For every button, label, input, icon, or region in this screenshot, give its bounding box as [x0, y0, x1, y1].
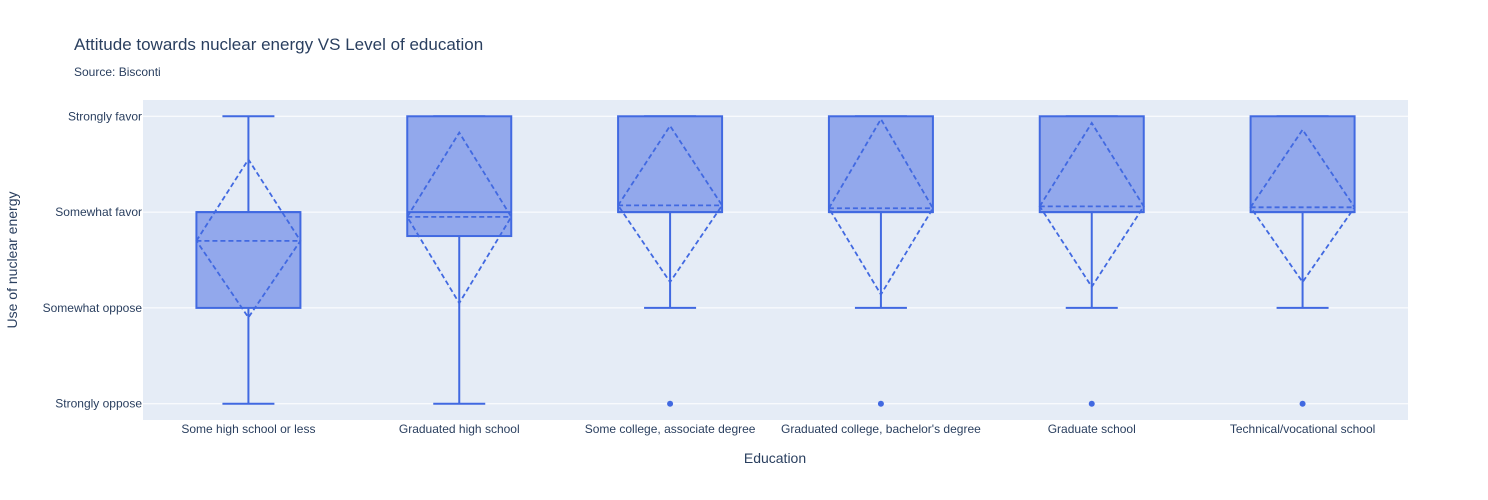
plot-area: [143, 100, 1408, 420]
outlier-point: [1088, 400, 1095, 407]
box-group: [617, 115, 724, 407]
box-iqr: [1038, 115, 1145, 214]
x-tick-label: Graduated high school: [399, 422, 520, 436]
y-tick-label: Strongly oppose: [55, 397, 142, 411]
y-axis-title: Use of nuclear energy: [4, 192, 20, 329]
sd-diamond: [195, 157, 302, 320]
sd-diamond: [1249, 128, 1356, 284]
sd-diamond: [1038, 121, 1145, 289]
x-tick-label: Some college, associate degree: [585, 422, 756, 436]
chart-title: Attitude towards nuclear energy VS Level…: [74, 35, 483, 54]
x-axis-ticks: Some high school or less Graduated high s…: [181, 422, 1375, 436]
y-axis-ticks: Strongly oppose Somewhat oppose Somewhat f…: [43, 109, 143, 410]
box-group: [1038, 115, 1145, 407]
box-group: [406, 115, 513, 405]
outlier-point: [667, 400, 674, 407]
y-tick-label: Strongly favor: [68, 109, 142, 123]
box-group: [195, 115, 302, 405]
y-tick-label: Somewhat favor: [55, 205, 142, 219]
box-iqr: [617, 115, 724, 214]
sd-diamond: [617, 124, 724, 284]
x-axis-title: Education: [744, 450, 806, 466]
box-group: [1249, 115, 1356, 407]
x-tick-label: Graduated college, bachelor's degree: [781, 422, 981, 436]
y-tick-label: Somewhat oppose: [43, 301, 143, 315]
box-iqr: [1249, 115, 1356, 214]
sd-diamond: [827, 117, 934, 297]
x-tick-label: Technical/vocational school: [1230, 422, 1375, 436]
x-tick-label: Some high school or less: [181, 422, 315, 436]
gridlines: [143, 115, 1408, 405]
outlier-point: [1299, 400, 1306, 407]
boxes: [195, 115, 1356, 407]
x-tick-label: Graduate school: [1048, 422, 1136, 436]
chart-subtitle: Source: Bisconti: [74, 65, 161, 79]
box-iqr: [195, 211, 302, 309]
outlier-point: [877, 400, 884, 407]
box-group: [827, 115, 934, 407]
sd-diamond: [406, 130, 513, 305]
box-iqr: [827, 115, 934, 214]
